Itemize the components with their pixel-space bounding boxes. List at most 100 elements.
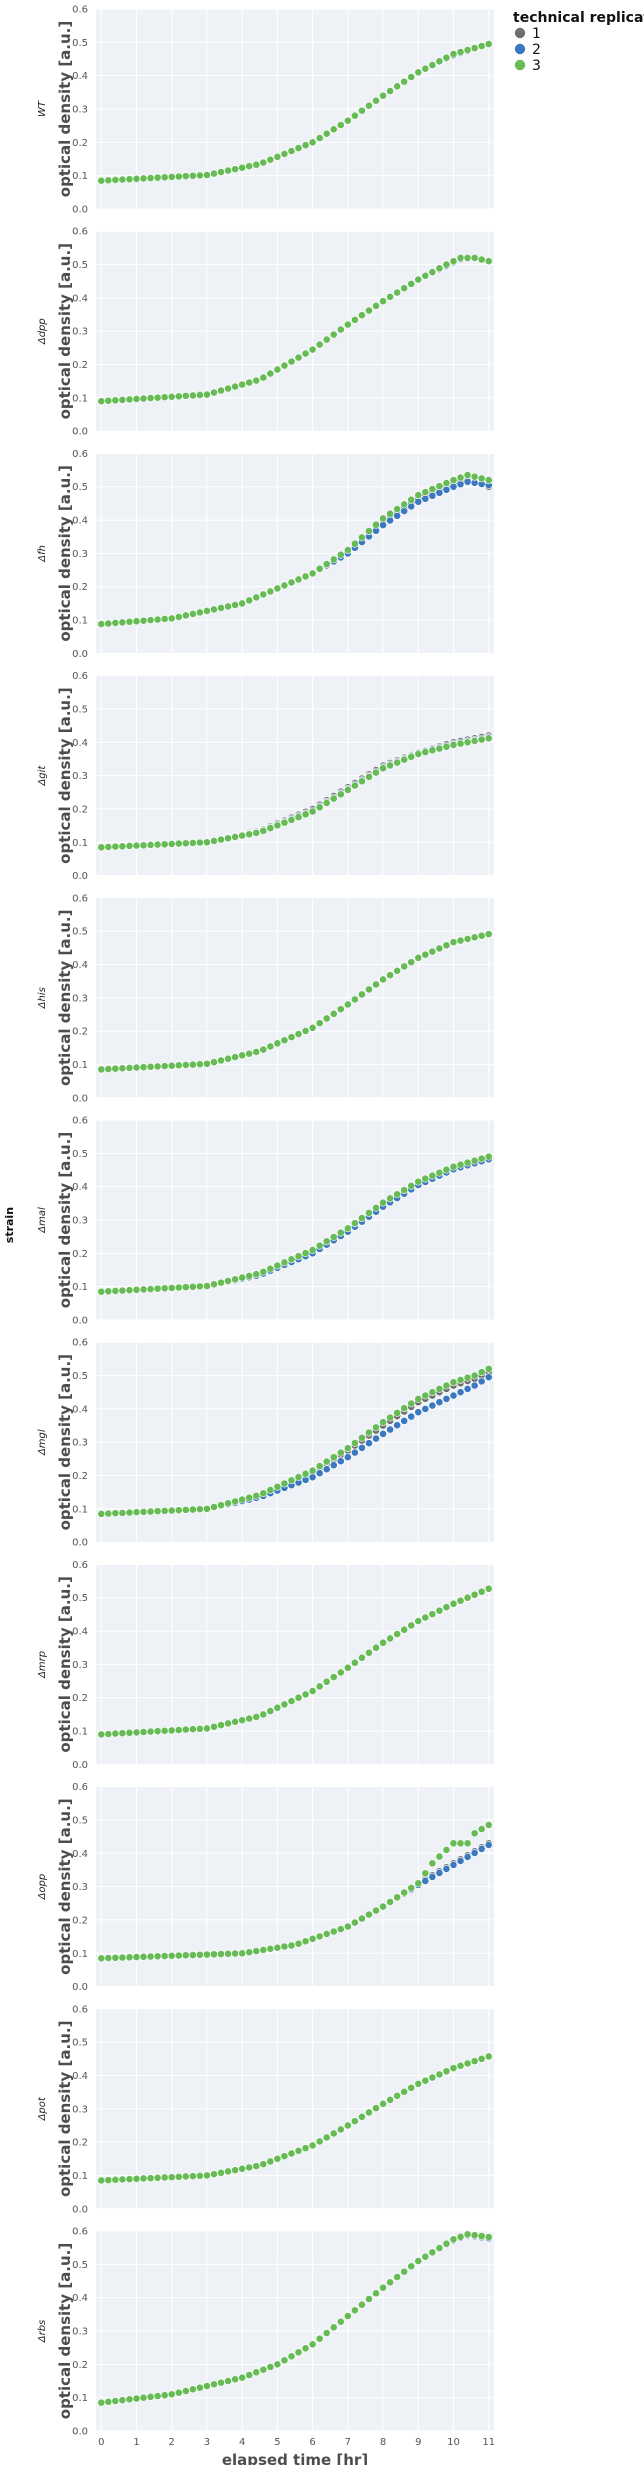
data-point (153, 840, 162, 849)
data-point (132, 1953, 141, 1961)
data-point (315, 1462, 324, 1470)
data-point (301, 1249, 310, 1258)
y-tick-label: 0.0 (72, 205, 88, 216)
data-point (245, 1948, 254, 1957)
data-point (372, 520, 380, 529)
data-point (372, 768, 380, 777)
data-point (287, 1476, 296, 1485)
data-point (386, 1194, 394, 1203)
data-point (181, 172, 190, 181)
strain-label: WT (37, 100, 48, 117)
data-point (238, 1495, 247, 1504)
data-point (400, 2087, 409, 2096)
data-point (146, 1952, 155, 1961)
data-point (435, 744, 444, 753)
y-tick-label: 0.2 (72, 2360, 88, 2371)
data-point (365, 101, 373, 110)
data-point (125, 617, 134, 626)
data-point (372, 980, 380, 989)
data-point (350, 539, 359, 548)
data-point (393, 288, 402, 297)
data-point (428, 1388, 437, 1397)
data-point (407, 2262, 416, 2271)
data-point (329, 1009, 338, 1018)
data-point (104, 843, 113, 851)
data-point (393, 758, 402, 767)
data-point (470, 44, 479, 52)
data-point (181, 391, 190, 400)
data-point (160, 1284, 169, 1293)
data-point (245, 2163, 254, 2172)
data-point (343, 1453, 352, 1462)
data-point (97, 1509, 106, 1518)
data-point (379, 764, 387, 773)
y-tick-label: 0.4 (72, 1849, 88, 1860)
series-replicate-3 (97, 1364, 493, 1518)
data-point (372, 96, 380, 105)
data-point (350, 781, 359, 790)
data-point (196, 1505, 204, 1514)
data-point (139, 1728, 148, 1736)
data-point (139, 174, 148, 183)
data-point (407, 73, 416, 81)
data-point (428, 2073, 437, 2082)
y-axis-label: optical density [a.u.] (56, 2021, 74, 2197)
strain-label: Δfh (37, 545, 48, 563)
data-point (252, 1491, 261, 1500)
data-point (477, 2232, 486, 2241)
data-point (160, 393, 169, 402)
data-point (231, 833, 240, 841)
data-point (414, 953, 423, 962)
y-axis-label: optical density [a.u.] (56, 1798, 74, 1974)
data-point (280, 818, 289, 827)
data-point (174, 2172, 183, 2181)
series-replicate-3 (97, 471, 493, 628)
data-point (294, 2146, 303, 2155)
data-point (160, 1506, 169, 1515)
data-point (294, 1252, 303, 1261)
data-point (456, 2232, 465, 2241)
data-point (132, 2394, 141, 2403)
y-tick-label: 0.3 (72, 771, 88, 782)
data-point (210, 2170, 218, 2179)
data-point (125, 2395, 134, 2404)
y-axis-label: optical density [a.u.] (56, 687, 74, 863)
series-replicate-3 (97, 930, 493, 1074)
data-point (336, 1228, 345, 1237)
data-point (97, 843, 106, 852)
data-point (188, 171, 197, 180)
data-point (203, 2382, 211, 2390)
y-tick-label: 0.4 (72, 2293, 88, 2304)
data-point (477, 474, 486, 483)
data-point (196, 171, 204, 180)
data-point (421, 1391, 430, 1400)
data-point (393, 2091, 402, 2100)
data-point (449, 2064, 458, 2073)
data-point (210, 1280, 218, 1289)
data-point (259, 2160, 268, 2169)
panel-3: 0.0 0.1 0.2 0.3 0.4 0.5 0.6 optical density [a.… (37, 671, 494, 882)
data-point (435, 1606, 444, 1615)
data-point (301, 349, 310, 358)
y-tick-label: 0.2 (72, 1471, 88, 1482)
data-point (336, 1448, 345, 1457)
data-point (252, 2368, 261, 2377)
panel-2: 0.0 0.1 0.2 0.3 0.4 0.5 0.6 optical density [a.… (37, 449, 494, 660)
data-point (280, 2356, 289, 2365)
y-tick-label: 0.3 (72, 1216, 88, 1227)
data-point (421, 1869, 430, 1878)
data-point (379, 1638, 387, 1647)
data-point (435, 488, 444, 497)
data-point (301, 1027, 310, 1035)
data-point (294, 1939, 303, 1948)
strain-label: Δopp (37, 1874, 48, 1901)
data-point (428, 1171, 437, 1180)
data-point (245, 1049, 254, 1058)
data-point (167, 1283, 176, 1292)
data-point (266, 369, 275, 378)
data-point (484, 476, 493, 484)
data-point (146, 841, 155, 849)
y-tick-label: 0.2 (72, 360, 88, 371)
data-point (477, 1377, 486, 1386)
data-point (463, 46, 472, 54)
